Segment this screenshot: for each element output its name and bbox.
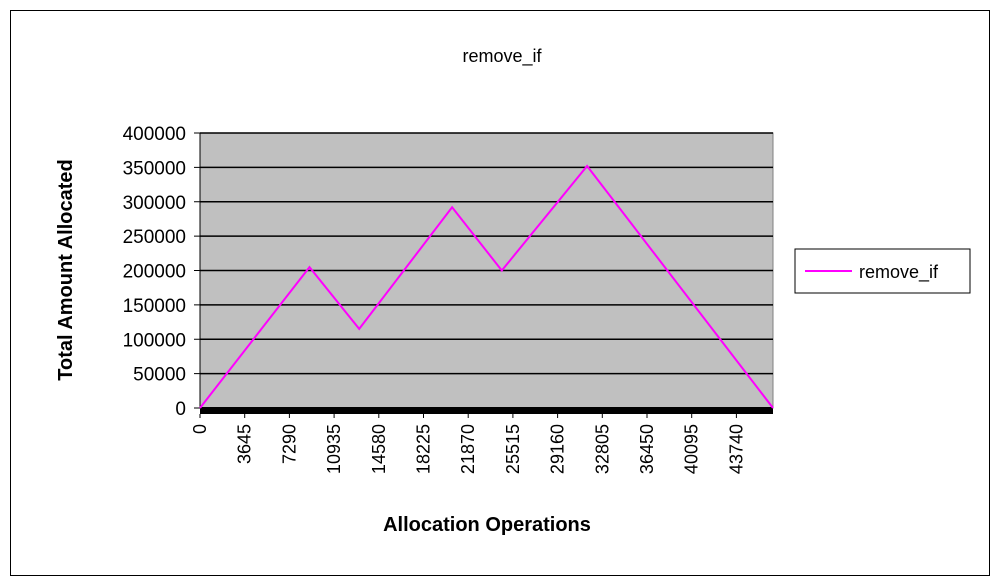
- x-tick-label: 10935: [324, 424, 344, 474]
- y-axis-ticks: 0 50000 100000 150000 200000 250000 300000 3500…: [123, 124, 200, 420]
- x-axis-ticks: 0 3645 7290 10935 14580 18225 21870 25515 29160 3…: [190, 414, 746, 474]
- chart-title: remove_if: [462, 46, 542, 67]
- y-axis-label: Total Amount Allocated: [55, 159, 77, 380]
- y-tick-label: 300000: [123, 193, 186, 214]
- x-axis-label: Allocation Operations: [383, 514, 591, 536]
- x-tick-label: 25515: [503, 424, 523, 474]
- y-tick-label: 400000: [123, 124, 186, 145]
- x-tick-label: 14580: [369, 424, 389, 474]
- y-tick-label: 100000: [123, 330, 186, 351]
- legend: remove_if: [794, 248, 971, 294]
- series-layer: [199, 164, 774, 409]
- y-tick-label: 150000: [123, 296, 186, 317]
- y-tick-label: 250000: [123, 227, 186, 248]
- x-axis-baseline: [200, 407, 773, 414]
- x-tick-label: 43740: [726, 424, 746, 474]
- x-tick-label: 0: [190, 424, 210, 434]
- y-tick-label: 0: [175, 399, 186, 420]
- x-tick-label: 36450: [637, 424, 657, 474]
- x-tick-label: 7290: [279, 424, 299, 464]
- legend-label: remove_if: [859, 262, 939, 283]
- y-tick-label: 350000: [123, 158, 186, 179]
- y-tick-label: 50000: [133, 365, 186, 386]
- x-tick-label: 29160: [548, 424, 568, 474]
- x-tick-label: 21870: [458, 424, 478, 474]
- x-tick-label: 3645: [235, 424, 255, 464]
- x-tick-label: 40095: [682, 424, 702, 474]
- plot-area: [199, 132, 774, 414]
- x-tick-label: 18225: [414, 424, 434, 474]
- x-tick-label: 32805: [592, 424, 612, 474]
- series-line-remove_if: [199, 164, 774, 409]
- y-tick-label: 200000: [123, 262, 186, 283]
